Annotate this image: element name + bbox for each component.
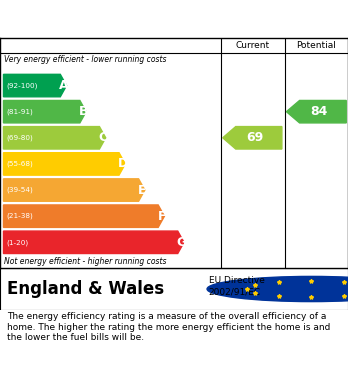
Polygon shape xyxy=(3,231,184,253)
Text: The energy efficiency rating is a measure of the overall efficiency of a home. T: The energy efficiency rating is a measur… xyxy=(7,312,330,342)
Text: (92-100): (92-100) xyxy=(6,83,38,89)
Text: F: F xyxy=(158,210,166,222)
Text: A: A xyxy=(59,79,69,92)
Text: (55-68): (55-68) xyxy=(6,161,33,167)
Text: E: E xyxy=(138,183,147,197)
Polygon shape xyxy=(3,100,86,123)
Polygon shape xyxy=(223,127,282,149)
Text: (1-20): (1-20) xyxy=(6,239,29,246)
Text: 84: 84 xyxy=(310,105,328,118)
Text: C: C xyxy=(98,131,108,144)
Text: G: G xyxy=(176,236,187,249)
Text: Current: Current xyxy=(236,41,270,50)
Text: Potential: Potential xyxy=(296,41,336,50)
Text: Energy Efficiency Rating: Energy Efficiency Rating xyxy=(63,11,285,27)
Text: 69: 69 xyxy=(246,131,263,144)
Text: (39-54): (39-54) xyxy=(6,187,33,193)
Text: (69-80): (69-80) xyxy=(6,135,33,141)
Text: Very energy efficient - lower running costs: Very energy efficient - lower running co… xyxy=(4,55,167,64)
Polygon shape xyxy=(3,153,125,175)
Polygon shape xyxy=(3,179,145,201)
Text: EU Directive
2002/91/EC: EU Directive 2002/91/EC xyxy=(209,276,265,297)
Polygon shape xyxy=(3,205,165,228)
Circle shape xyxy=(207,276,348,301)
Text: Not energy efficient - higher running costs: Not energy efficient - higher running co… xyxy=(4,256,167,265)
Text: (81-91): (81-91) xyxy=(6,108,33,115)
Text: (21-38): (21-38) xyxy=(6,213,33,219)
Polygon shape xyxy=(3,127,106,149)
Text: B: B xyxy=(79,105,88,118)
Polygon shape xyxy=(3,74,66,97)
Text: D: D xyxy=(118,158,128,170)
Polygon shape xyxy=(286,100,346,123)
Text: England & Wales: England & Wales xyxy=(7,280,164,298)
